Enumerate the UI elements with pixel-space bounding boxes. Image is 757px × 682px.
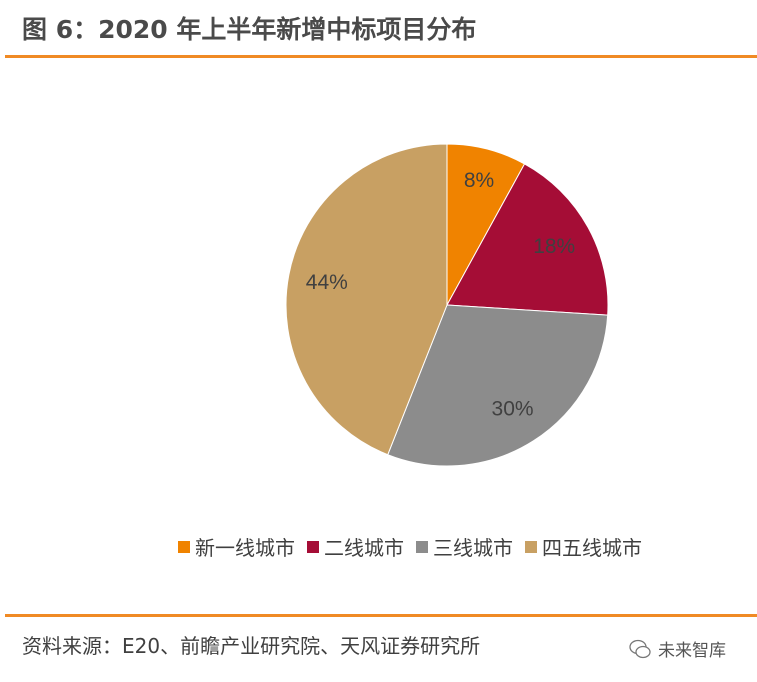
- legend-item-0: 新一线城市: [178, 532, 295, 561]
- legend-label: 三线城市: [433, 536, 513, 560]
- pie-slice-1: [446, 163, 609, 316]
- data-label-2: 30%: [492, 397, 534, 420]
- watermark: 未来智库: [628, 636, 726, 661]
- legend-label: 新一线城市: [195, 536, 295, 560]
- data-label-1: 18%: [533, 235, 575, 258]
- bottom-divider: [5, 614, 757, 617]
- source-note: 资料来源：E20、前瞻产业研究院、天风证券研究所: [22, 634, 481, 658]
- top-divider: [5, 55, 757, 58]
- legend-label: 二线城市: [324, 536, 404, 560]
- watermark-text: 未来智库: [658, 641, 726, 661]
- legend-label: 四五线城市: [542, 536, 642, 560]
- legend-item-1: 二线城市: [307, 532, 404, 561]
- legend-swatch: [416, 540, 428, 553]
- legend-swatch: [307, 540, 319, 553]
- pie-slice-2: [387, 304, 609, 467]
- wechat-icon: [629, 639, 651, 658]
- legend: 新一线城市 二线城市 三线城市 四五线城市: [178, 532, 642, 561]
- data-label-3: 44%: [306, 271, 348, 294]
- legend-item-3: 四五线城市: [525, 532, 642, 561]
- legend-swatch: [525, 540, 537, 553]
- data-label-0: 8%: [464, 169, 494, 192]
- pie-slice-3: [285, 143, 448, 456]
- legend-swatch: [178, 540, 190, 553]
- legend-item-2: 三线城市: [416, 532, 513, 561]
- chart-title: 图 6：2020 年上半年新增中标项目分布: [22, 15, 477, 44]
